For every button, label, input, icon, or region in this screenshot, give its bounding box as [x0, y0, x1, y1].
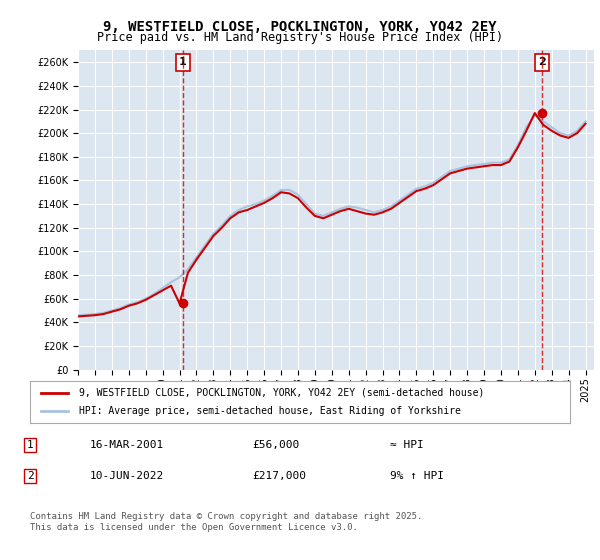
Text: 9, WESTFIELD CLOSE, POCKLINGTON, YORK, YO42 2EY: 9, WESTFIELD CLOSE, POCKLINGTON, YORK, Y… — [103, 20, 497, 34]
Text: 9% ↑ HPI: 9% ↑ HPI — [390, 471, 444, 481]
Text: 10-JUN-2022: 10-JUN-2022 — [90, 471, 164, 481]
Text: 1: 1 — [26, 440, 34, 450]
Text: 9, WESTFIELD CLOSE, POCKLINGTON, YORK, YO42 2EY (semi-detached house): 9, WESTFIELD CLOSE, POCKLINGTON, YORK, Y… — [79, 388, 484, 398]
Text: 2: 2 — [538, 57, 546, 67]
Text: ≈ HPI: ≈ HPI — [390, 440, 424, 450]
Text: £217,000: £217,000 — [252, 471, 306, 481]
Text: 16-MAR-2001: 16-MAR-2001 — [90, 440, 164, 450]
Text: 2: 2 — [26, 471, 34, 481]
Text: Contains HM Land Registry data © Crown copyright and database right 2025.
This d: Contains HM Land Registry data © Crown c… — [30, 512, 422, 532]
Text: HPI: Average price, semi-detached house, East Riding of Yorkshire: HPI: Average price, semi-detached house,… — [79, 406, 460, 416]
Text: Price paid vs. HM Land Registry's House Price Index (HPI): Price paid vs. HM Land Registry's House … — [97, 31, 503, 44]
Text: 1: 1 — [179, 57, 187, 67]
Text: £56,000: £56,000 — [252, 440, 299, 450]
